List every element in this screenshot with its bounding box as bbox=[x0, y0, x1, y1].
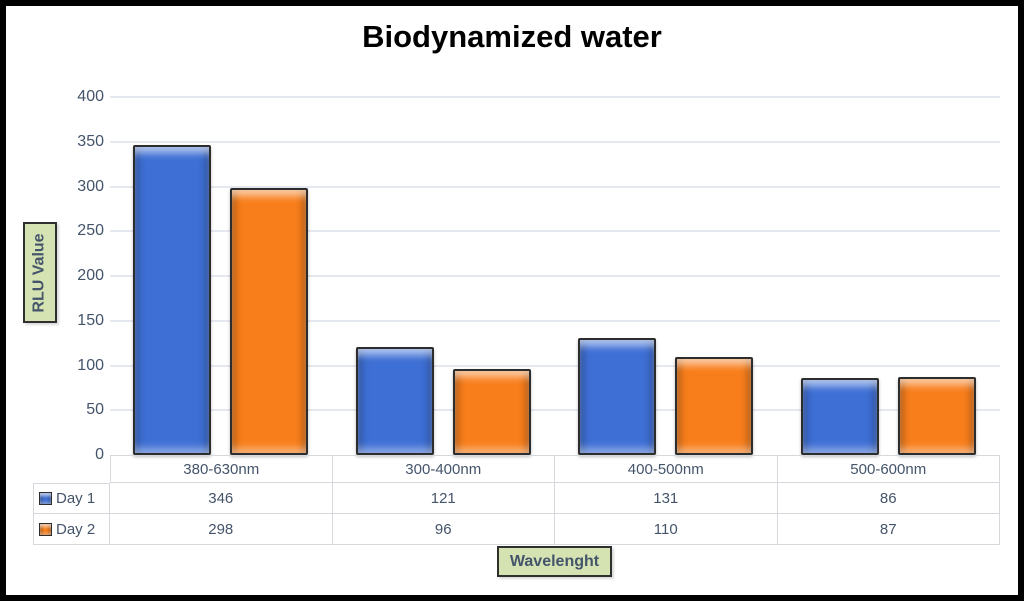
gridline bbox=[110, 364, 1000, 367]
y-tick-label: 300 bbox=[77, 177, 104, 195]
x-axis-title: Wavelenght bbox=[509, 552, 600, 570]
gridline bbox=[110, 275, 1000, 277]
y-tick-label: 150 bbox=[77, 311, 104, 329]
gridline bbox=[110, 96, 1000, 98]
value-cell: 96 bbox=[332, 514, 555, 545]
value-cell: 131 bbox=[555, 483, 778, 514]
y-axis-title: RLU Value bbox=[31, 232, 49, 313]
legend-series-name: Day 1 bbox=[56, 490, 96, 507]
y-tick-label: 50 bbox=[86, 401, 104, 419]
table-header-cell: 300-400nm bbox=[332, 455, 555, 483]
bar-day1-380-630nm bbox=[133, 145, 211, 455]
y-axis-title-box: RLU Value bbox=[23, 222, 57, 323]
legend-key-icon bbox=[39, 522, 52, 536]
table-header-cell: 500-600nm bbox=[777, 455, 1000, 483]
gridline bbox=[110, 319, 1000, 322]
x-axis-title-box: Wavelenght bbox=[497, 546, 612, 577]
value-cell: 298 bbox=[110, 514, 333, 545]
chart-title: Biodynamized water bbox=[362, 19, 662, 54]
data-table: 380-630nm 300-400nm 400-500nm 500-600nm Day … bbox=[33, 455, 1000, 545]
legend-cell: Day 1 bbox=[33, 483, 110, 514]
bar-day2-500-600nm bbox=[897, 377, 976, 455]
legend-series-name: Day 2 bbox=[56, 520, 96, 538]
bar-day2-380-630nm bbox=[230, 188, 308, 455]
bar-day2-400-500nm bbox=[675, 356, 753, 455]
value-cell: 346 bbox=[110, 483, 333, 514]
y-tick-label: 0 bbox=[95, 446, 104, 463]
value-cell: 87 bbox=[777, 514, 1000, 545]
gridline bbox=[110, 140, 1000, 143]
table-header-cell: 380-630nm bbox=[110, 455, 333, 483]
table-header-cell: 400-500nm bbox=[555, 455, 778, 483]
value-cell: 121 bbox=[332, 483, 555, 514]
y-tick-label: 200 bbox=[77, 267, 104, 284]
gridline bbox=[110, 185, 1000, 188]
bar-day1-500-600nm bbox=[800, 378, 879, 455]
y-tick-label: 250 bbox=[77, 222, 104, 240]
value-cell: 86 bbox=[777, 483, 1000, 514]
bar-day1-400-500nm bbox=[578, 337, 656, 455]
value-cell: 110 bbox=[555, 514, 778, 545]
y-tick-label: 100 bbox=[77, 356, 104, 374]
legend-cell: Day 2 bbox=[33, 514, 110, 545]
gridline bbox=[110, 409, 1000, 412]
table-corner-cell bbox=[33, 455, 110, 483]
bar-day1-300-400nm bbox=[355, 346, 434, 455]
bar-day2-300-400nm bbox=[452, 369, 531, 455]
gridline bbox=[110, 230, 1000, 233]
y-tick-label: 350 bbox=[77, 132, 104, 150]
y-tick-label: 400 bbox=[77, 88, 104, 105]
legend-key-icon bbox=[39, 492, 52, 505]
